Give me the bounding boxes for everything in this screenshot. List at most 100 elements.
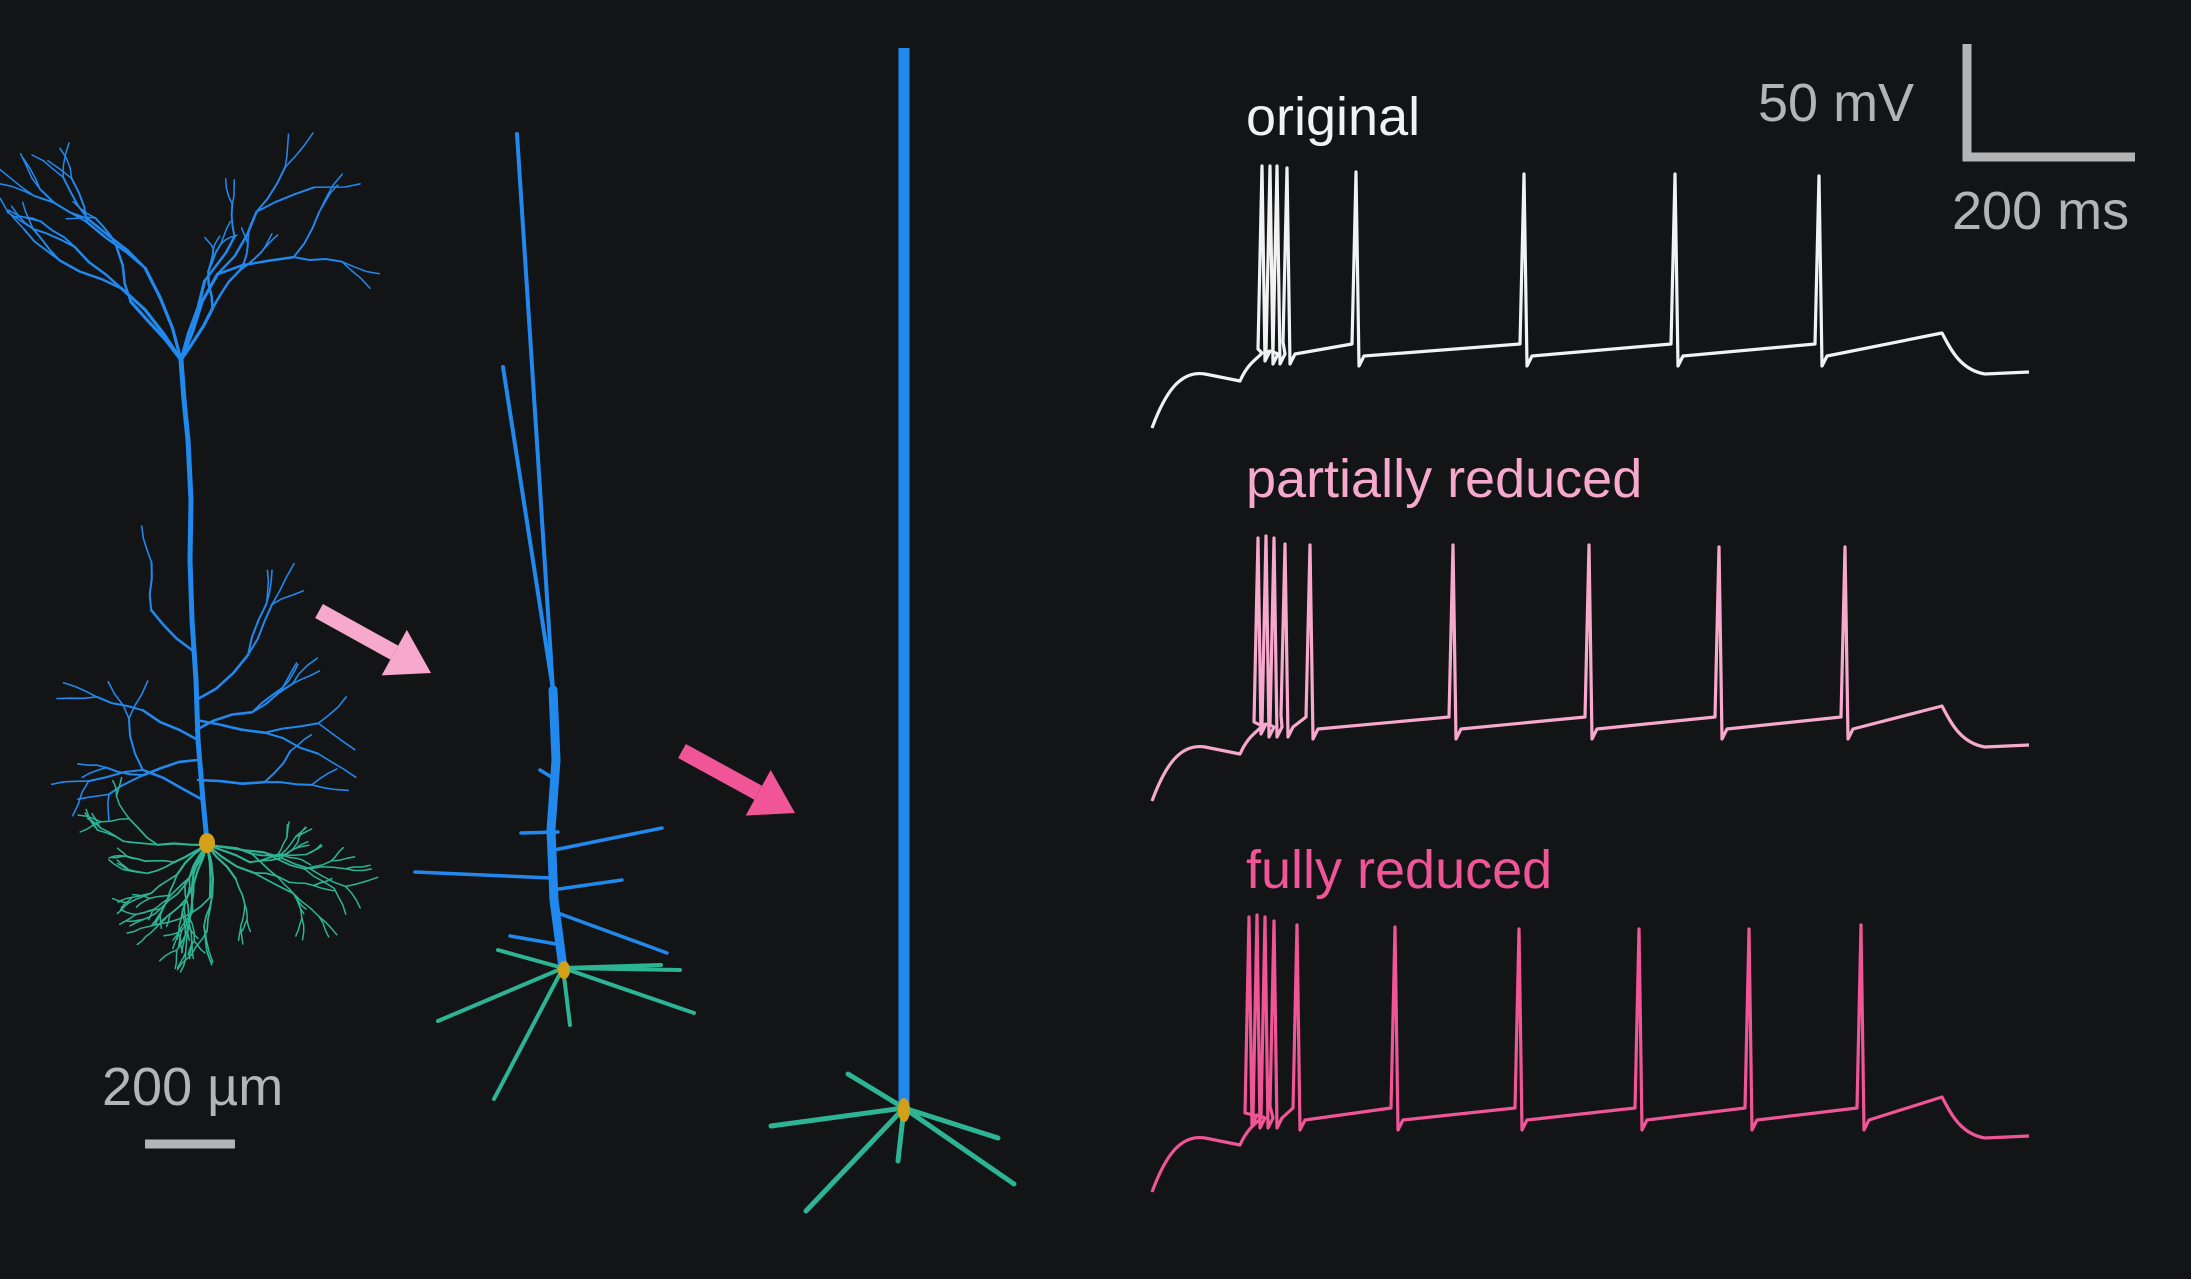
basal-dendrite: [176, 951, 187, 969]
scale-bars: [145, 44, 2135, 1149]
oblique-dendrite: [289, 734, 313, 752]
oblique-dendrite: [281, 662, 298, 689]
arrow-to-reduced-head: [745, 770, 795, 816]
basal-dendrite: [248, 854, 279, 864]
voltage-scale-label: 50 mV: [1758, 73, 1915, 133]
trace-label-fully-reduced: fully reduced: [1246, 840, 1553, 900]
apical-tuft-branch: [0, 197, 25, 231]
arrow-to-reduced-shaft: [678, 743, 763, 800]
basal-dendrite: [100, 817, 130, 823]
basal-dendrite: [115, 795, 130, 820]
soma: [558, 961, 570, 979]
basal-dendrite: [180, 934, 187, 954]
apical-tuft-branch: [21, 201, 34, 230]
basal-dendrite: [318, 915, 330, 938]
basal-dendrite: [286, 821, 290, 839]
oblique-dendrite: [107, 773, 145, 796]
oblique-dendrite: [281, 663, 299, 689]
basal-dendrite: [108, 854, 126, 859]
basal-dendrite: [492, 966, 565, 1101]
basal-dendrite: [330, 846, 344, 862]
oblique-dendrite: [265, 569, 273, 605]
oblique-dendrite: [251, 682, 294, 714]
oblique-dendrite: [263, 731, 320, 755]
basal-dendrite: [177, 929, 183, 949]
oblique-dendrite: [317, 696, 347, 725]
oblique-dendrite: [107, 680, 130, 720]
reduction-arrows: [315, 604, 795, 816]
basal-dendrite: [147, 918, 179, 928]
basal-dendrite: [276, 837, 288, 856]
basal-dendrite: [243, 903, 248, 921]
partially-reduced-morphology: [413, 132, 696, 1101]
basal-dendrite: [115, 776, 123, 797]
basal-dendrite: [86, 817, 102, 829]
basal-dendrite: [205, 843, 255, 874]
basal-dendrite: [188, 915, 195, 942]
oblique-dendrite: [56, 696, 98, 700]
basal-dendrite: [136, 932, 152, 946]
apical-tuft-branch: [341, 260, 381, 275]
oblique-dendrite: [141, 768, 205, 802]
oblique-dendrite: [194, 653, 250, 702]
apical-tuft-branch: [33, 194, 88, 224]
basal-dendrite: [344, 876, 379, 888]
apical-tuft-branch: [22, 157, 41, 191]
basal-dendrite: [276, 854, 298, 860]
oblique-dendrite: [87, 768, 144, 783]
oblique-dendrite: [142, 758, 200, 777]
apical-tuft-branch: [292, 256, 343, 263]
basal-dendrite: [312, 877, 333, 887]
basal-dendrite: [309, 866, 346, 870]
apical-tuft-branch: [85, 220, 147, 270]
apical-tuft-branch: [72, 200, 97, 219]
apical-tuft-branch: [230, 203, 236, 238]
basal-dendrite: [116, 847, 128, 857]
oblique-dendrite: [141, 709, 200, 742]
apical-tuft-branch: [203, 235, 236, 283]
apical-tuft-branch: [216, 210, 258, 276]
basal-dendrite: [169, 876, 191, 897]
oblique-dendrite: [263, 722, 320, 734]
basal-dendrite: [253, 871, 291, 884]
apical-tuft-branch: [260, 233, 273, 253]
oblique-dendrite: [194, 711, 254, 732]
oblique-dendrite: [140, 525, 153, 564]
basal-dendrite: [344, 885, 361, 909]
basal-dendrite: [116, 859, 130, 871]
apical-tuft-branch: [284, 132, 314, 169]
apical-tuft-branch: [255, 186, 316, 213]
basal-dendrite: [187, 888, 193, 930]
apical-tuft-branch: [58, 259, 123, 290]
oblique-dendrite: [291, 670, 321, 685]
basal-dendrite: [139, 908, 154, 915]
apical-tuft-branch: [284, 133, 290, 169]
oblique-dendrite: [271, 590, 305, 606]
basal-dendrite: [148, 894, 172, 900]
apical-tuft-branch: [224, 178, 234, 205]
basal-dendrite: [333, 887, 347, 915]
time-scale-label: 200 ms: [1952, 181, 2130, 241]
trace-fully-reduced: [1150, 913, 2030, 1193]
apical-tuft-branch: [318, 184, 339, 213]
oblique-dendrite: [77, 793, 110, 800]
apical-tuft-branch: [59, 147, 73, 180]
basal-dendrite: [159, 914, 163, 930]
apical-trunk: [178, 357, 210, 845]
oblique-dendrite: [291, 657, 319, 685]
basal-dendrite: [292, 892, 303, 919]
basal-dendrite: [303, 860, 333, 870]
apical-tuft-branch: [219, 220, 232, 246]
basal-dendrite: [280, 835, 297, 855]
apical-trunk: [546, 685, 568, 973]
apical-tuft-branch: [19, 152, 41, 191]
apical-tuft-branch: [31, 154, 64, 178]
apical-tuft-branch: [238, 243, 249, 272]
basal-dendrite: [122, 868, 148, 875]
basal-dendrite: [312, 884, 335, 892]
oblique-dendrite: [413, 870, 553, 880]
basal-dendrite: [128, 817, 159, 846]
basal-dendrite: [176, 953, 193, 971]
oblique-dendrite: [148, 561, 153, 612]
